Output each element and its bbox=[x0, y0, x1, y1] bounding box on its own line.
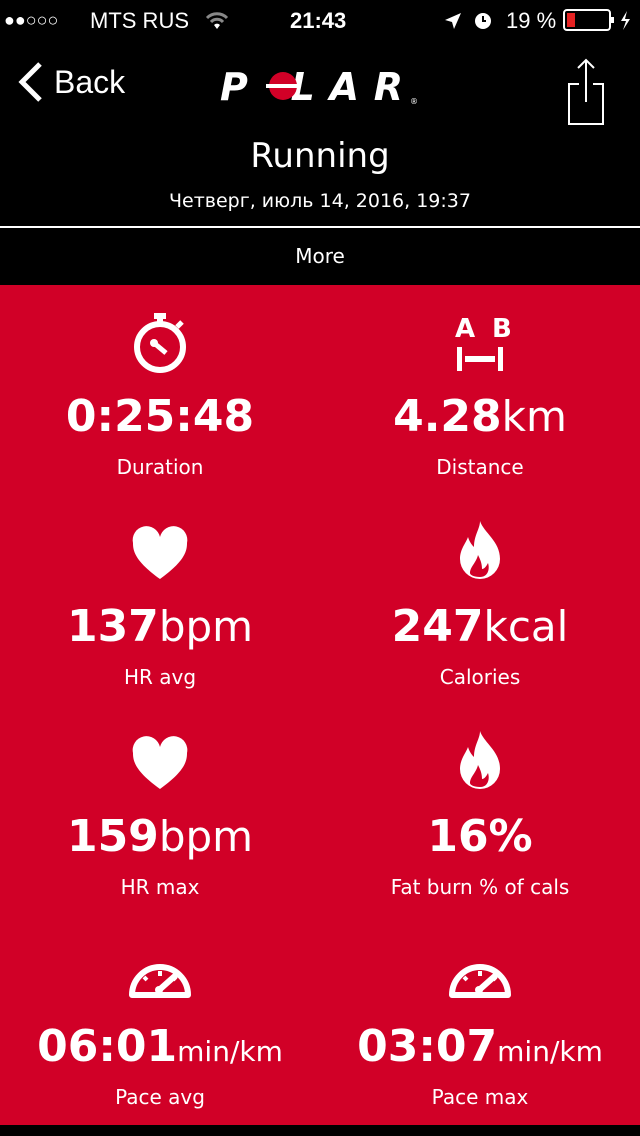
stat-value: 137bpm bbox=[0, 601, 320, 652]
battery-icon bbox=[563, 9, 630, 31]
status-bar: ●●○○○ MTS RUS 21:43 19 % bbox=[0, 0, 640, 40]
stat-pace-avg: 06:01min/km Pace avg bbox=[0, 915, 320, 1125]
stat-unit: kcal bbox=[483, 602, 569, 651]
stat-number: 16% bbox=[427, 811, 533, 862]
chevron-left-icon bbox=[18, 62, 42, 102]
back-button[interactable]: Back bbox=[16, 60, 125, 104]
speedometer-icon bbox=[129, 964, 191, 998]
stat-number: 06:01 bbox=[37, 1021, 178, 1072]
stat-value: 16% bbox=[320, 811, 640, 862]
stat-label: Calories bbox=[439, 665, 521, 689]
stat-unit: min/km bbox=[497, 1035, 603, 1068]
battery-percent: 19 % bbox=[506, 8, 557, 33]
stopwatch-icon bbox=[134, 313, 186, 373]
stat-label: HR max bbox=[120, 875, 200, 899]
stats-panel: 0:25:48 Duration A B 4.28km Distance 137bp… bbox=[0, 285, 640, 1125]
stat-number: 0:25:48 bbox=[65, 391, 255, 442]
stat-number: 247 bbox=[391, 601, 484, 652]
signal-strength: ●●○○○ bbox=[4, 10, 59, 30]
back-label: Back bbox=[54, 63, 126, 100]
stat-hr-avg: 137bpm HR avg bbox=[0, 495, 320, 705]
nav-bar: Back P LAR ® bbox=[0, 40, 640, 130]
stat-number: 4.28 bbox=[393, 391, 502, 442]
workout-date: Четверг, июль 14, 2016, 19:37 bbox=[169, 190, 471, 212]
stat-unit: km bbox=[501, 392, 567, 441]
more-button[interactable]: More bbox=[295, 244, 345, 268]
stat-number: 159 bbox=[66, 811, 159, 862]
wifi-icon bbox=[205, 12, 229, 29]
svg-text:A: A bbox=[455, 314, 475, 344]
page-title: Running bbox=[250, 136, 390, 176]
stat-label: Duration bbox=[116, 455, 204, 479]
stat-label: Distance bbox=[436, 455, 524, 479]
stat-pace-max: 03:07min/km Pace max bbox=[320, 915, 640, 1125]
share-button[interactable] bbox=[566, 56, 606, 126]
clock: 21:43 bbox=[290, 8, 347, 33]
stat-unit: bpm bbox=[158, 812, 254, 861]
stat-unit: min/km bbox=[177, 1035, 283, 1068]
stat-value: 247kcal bbox=[320, 601, 640, 652]
flame-icon bbox=[460, 731, 500, 789]
stat-value: 0:25:48 bbox=[0, 391, 320, 442]
stat-value: 03:07min/km bbox=[320, 1021, 640, 1072]
polar-logo: P LAR ® bbox=[220, 68, 418, 108]
stat-unit: bpm bbox=[158, 602, 254, 651]
heart-icon bbox=[132, 526, 188, 579]
stat-label: Pace max bbox=[431, 1085, 529, 1109]
divider bbox=[0, 226, 640, 228]
stat-label: Fat burn % of cals bbox=[390, 875, 570, 899]
stat-value: 4.28km bbox=[320, 391, 640, 442]
stat-value: 06:01min/km bbox=[0, 1021, 320, 1072]
stat-label: Pace avg bbox=[115, 1085, 205, 1109]
svg-text:B: B bbox=[492, 314, 512, 344]
speedometer-icon bbox=[449, 964, 511, 998]
stat-label: HR avg bbox=[123, 665, 197, 689]
stat-number: 03:07 bbox=[357, 1021, 498, 1072]
stat-fat-burn-of-cals: 16% Fat burn % of cals bbox=[320, 705, 640, 915]
svg-text:®: ® bbox=[410, 97, 418, 106]
svg-text:P LAR: P LAR bbox=[220, 68, 405, 108]
stat-number: 137 bbox=[66, 601, 159, 652]
heart-icon bbox=[132, 736, 188, 789]
location-icon bbox=[445, 13, 461, 29]
flame-icon bbox=[460, 521, 500, 579]
stat-duration: 0:25:48 Duration bbox=[0, 285, 320, 495]
stat-calories: 247kcal Calories bbox=[320, 495, 640, 705]
stat-hr-max: 159bpm HR max bbox=[0, 705, 320, 915]
alarm-icon bbox=[475, 13, 491, 29]
stat-value: 159bpm bbox=[0, 811, 320, 862]
carrier: MTS RUS bbox=[90, 8, 189, 33]
